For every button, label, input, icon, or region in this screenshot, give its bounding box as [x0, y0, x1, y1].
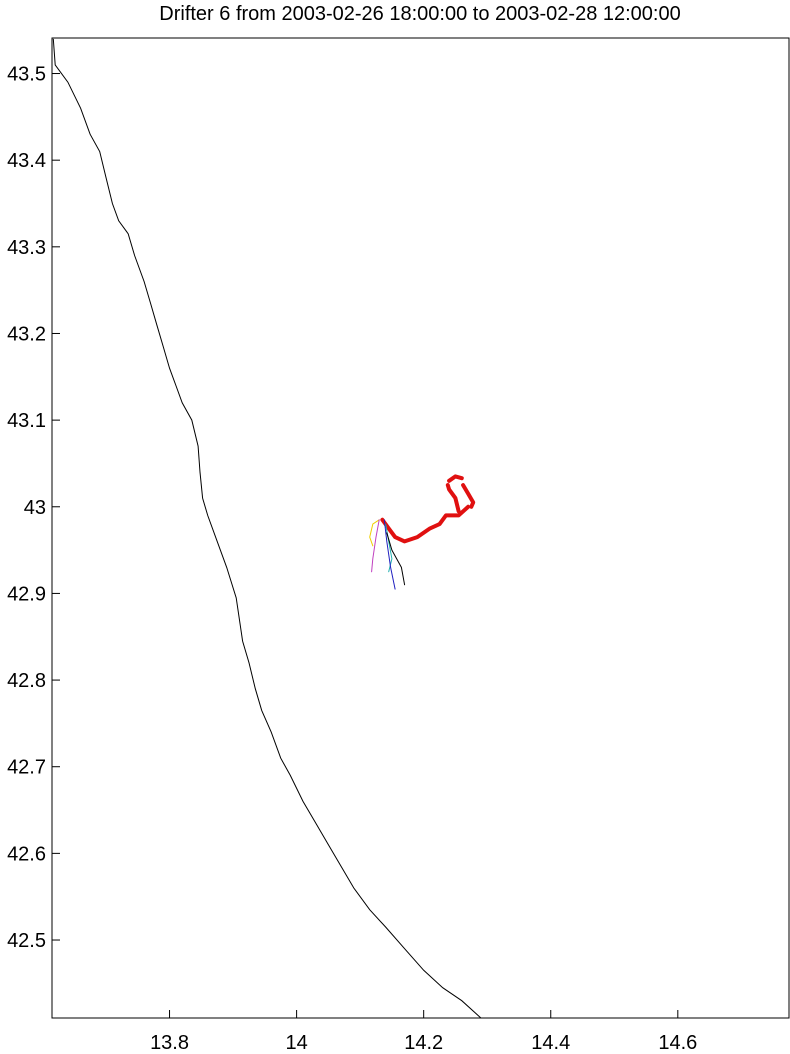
drifter-tracks-layer: [369, 474, 476, 590]
plot-area: 13.8 14 14.2 14.4 14.6 42.542.642.742.842.94…: [7, 37, 790, 1054]
drifter-track-8: [383, 519, 396, 590]
y-tick-label: 42.5: [7, 930, 46, 952]
axes-frame: [51, 37, 790, 1019]
drifter-track-5: [369, 519, 380, 547]
x-tick-label: 14.2: [404, 1032, 443, 1054]
y-tick-label: 43.4: [7, 150, 46, 172]
drifter-track-4: [447, 474, 464, 483]
drifter-track-3: [461, 483, 476, 509]
drifter-track-6: [371, 519, 380, 573]
y-tick-label: 43.2: [7, 323, 46, 345]
x-tick-label: 13.8: [150, 1032, 189, 1054]
x-axis-ticks: 13.8 14 14.2 14.4 14.6: [150, 1010, 697, 1054]
coastline: [52, 38, 494, 1019]
x-tick-label: 14: [285, 1032, 307, 1054]
map-title: Drifter 6 from 2003-02-26 18:00:00 to 20…: [159, 3, 680, 25]
y-tick-label: 43: [24, 497, 46, 519]
y-tick-label: 43.1: [7, 410, 46, 432]
coastline-layer: [52, 38, 494, 1019]
y-tick-label: 43.3: [7, 237, 46, 259]
y-axis-ticks: 42.5 42.6 42.7 42.8 42.9 43 43.1 43.2 43.3 43.4 43…: [7, 64, 60, 952]
drifter-track-2: [445, 483, 461, 514]
x-tick-label: 14.6: [658, 1032, 697, 1054]
y-tick-label: 42.7: [7, 757, 46, 779]
drifter-track-9: [386, 532, 406, 586]
y-tick-label: 43.5: [7, 64, 46, 86]
x-tick-label: 14.4: [531, 1032, 570, 1054]
y-tick-label: 42.9: [7, 583, 46, 605]
drifter-track-1: [380, 504, 471, 544]
y-tick-label: 42.6: [7, 843, 46, 865]
y-tick-label: 42.8: [7, 670, 46, 692]
